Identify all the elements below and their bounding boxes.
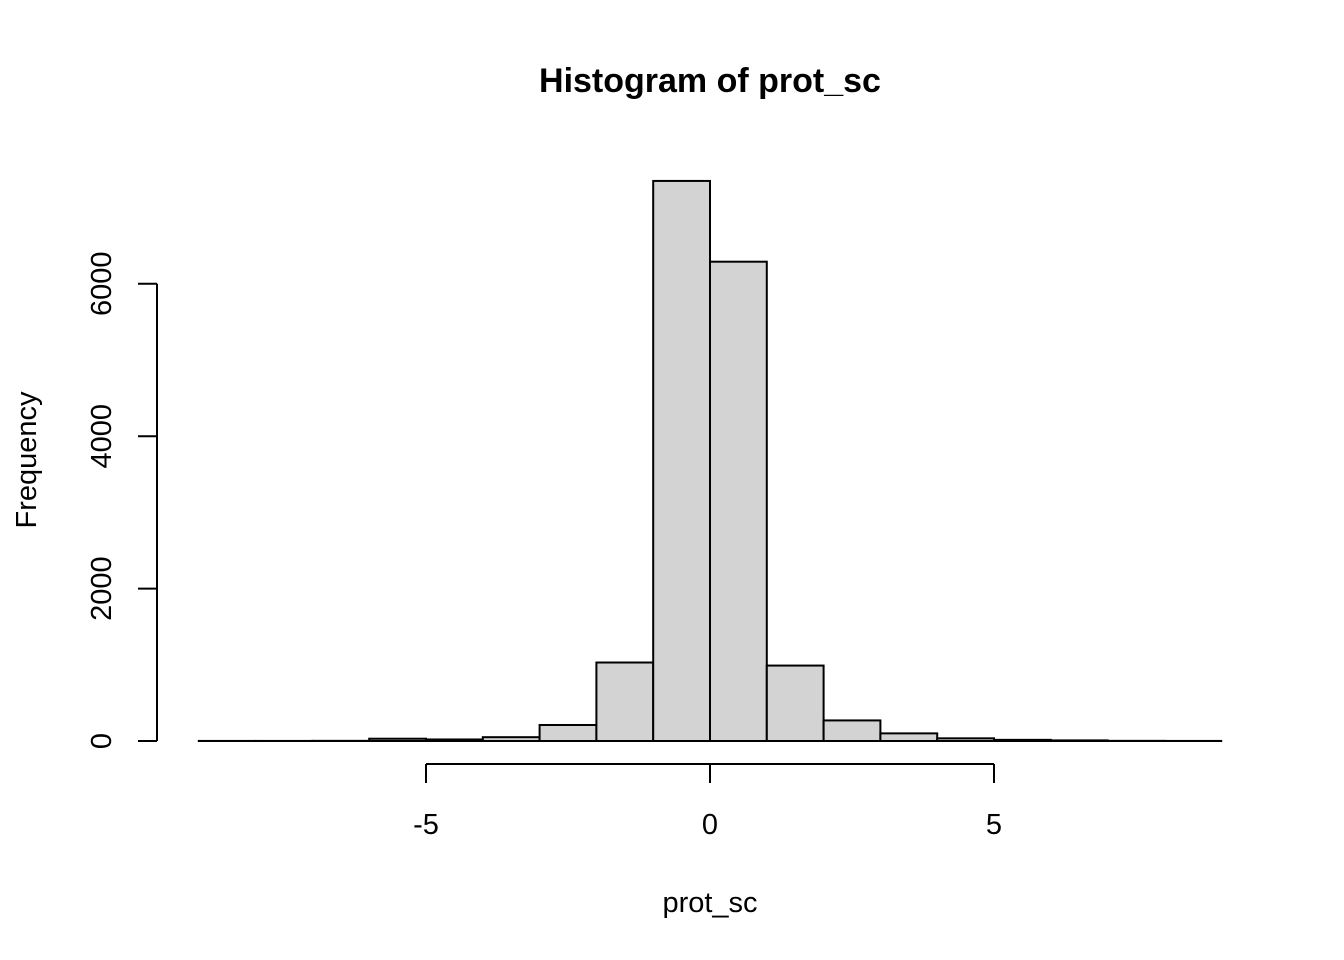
x-tick-label: 0 xyxy=(702,809,718,841)
histogram-bar xyxy=(822,719,882,743)
histogram-bar xyxy=(709,260,768,742)
x-axis-label: prot_sc xyxy=(662,887,757,919)
histogram-bar xyxy=(538,723,598,742)
y-tick-label: 0 xyxy=(86,733,118,749)
y-tick-label: 2000 xyxy=(86,556,118,621)
x-tick-label: -5 xyxy=(413,809,439,841)
y-axis-label: Frequency xyxy=(11,391,43,529)
chart-title: Histogram of prot_sc xyxy=(539,62,881,100)
bars-group xyxy=(197,179,1223,743)
y-tick-label: 4000 xyxy=(86,404,118,469)
y-tick-label: 6000 xyxy=(86,252,118,317)
x-tick-label: 5 xyxy=(986,809,1002,841)
histogram-bar xyxy=(879,732,939,743)
y-axis: 0 2000 4000 6000 xyxy=(86,252,158,749)
x-axis: -5 0 5 xyxy=(413,763,1002,841)
histogram-bar xyxy=(652,179,712,742)
histogram-bar xyxy=(595,661,655,742)
histogram-bar xyxy=(765,664,825,743)
